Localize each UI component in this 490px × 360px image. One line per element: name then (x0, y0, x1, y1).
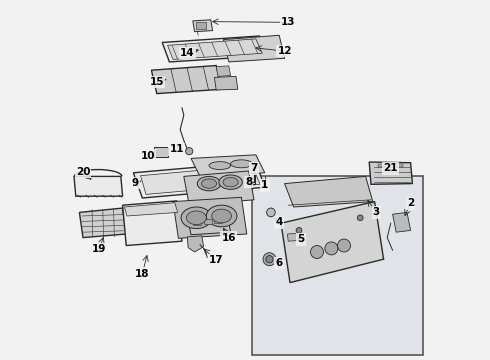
Text: 19: 19 (92, 244, 106, 254)
Polygon shape (288, 233, 298, 241)
Bar (154, 147, 168, 157)
Polygon shape (74, 176, 122, 196)
Polygon shape (392, 212, 411, 232)
Text: 11: 11 (170, 144, 184, 154)
Polygon shape (124, 203, 178, 216)
Circle shape (311, 246, 323, 258)
Text: 5: 5 (297, 234, 304, 244)
Circle shape (338, 239, 350, 252)
Text: 13: 13 (281, 17, 295, 27)
Text: 10: 10 (141, 150, 155, 161)
Text: 3: 3 (373, 207, 380, 217)
Circle shape (186, 148, 193, 155)
Polygon shape (369, 162, 413, 184)
Ellipse shape (206, 205, 237, 227)
Text: 15: 15 (149, 77, 164, 87)
Ellipse shape (231, 160, 252, 168)
Polygon shape (191, 155, 265, 176)
Polygon shape (223, 35, 285, 62)
Ellipse shape (212, 209, 231, 223)
Text: 8: 8 (245, 177, 252, 187)
Polygon shape (187, 213, 231, 235)
Polygon shape (173, 197, 247, 238)
Polygon shape (133, 162, 265, 198)
Bar (396, 164, 403, 167)
Text: 17: 17 (209, 255, 223, 265)
Bar (252, 176, 423, 355)
Polygon shape (151, 66, 221, 94)
Text: 14: 14 (180, 48, 195, 58)
Bar (196, 22, 206, 29)
Bar (378, 164, 385, 167)
Bar (215, 218, 222, 223)
Circle shape (357, 215, 363, 221)
Text: 20: 20 (76, 167, 90, 177)
Polygon shape (141, 166, 260, 194)
Text: 16: 16 (221, 233, 236, 243)
Ellipse shape (219, 175, 242, 189)
Ellipse shape (181, 207, 212, 229)
Polygon shape (184, 171, 254, 205)
Circle shape (296, 228, 302, 233)
Polygon shape (285, 176, 373, 207)
Polygon shape (168, 39, 262, 59)
Polygon shape (162, 36, 267, 62)
Ellipse shape (223, 177, 238, 187)
Bar (204, 219, 212, 224)
Text: 1: 1 (261, 180, 269, 190)
Text: 2: 2 (407, 198, 414, 208)
Circle shape (263, 253, 276, 266)
Circle shape (266, 256, 273, 263)
Bar (193, 220, 201, 225)
Ellipse shape (209, 162, 231, 170)
Polygon shape (193, 20, 213, 32)
Ellipse shape (187, 211, 206, 225)
Ellipse shape (201, 179, 217, 188)
Polygon shape (281, 202, 384, 283)
Text: 6: 6 (275, 258, 283, 268)
Bar (387, 164, 393, 167)
Text: 7: 7 (250, 163, 258, 174)
Polygon shape (187, 236, 204, 252)
Polygon shape (216, 66, 231, 76)
Circle shape (267, 208, 275, 217)
Text: 12: 12 (277, 46, 292, 56)
Text: 18: 18 (135, 269, 149, 279)
Polygon shape (215, 76, 238, 90)
Polygon shape (79, 208, 126, 238)
Text: 21: 21 (384, 163, 398, 174)
Polygon shape (122, 201, 182, 246)
Text: 4: 4 (275, 217, 283, 228)
Circle shape (325, 242, 338, 255)
Ellipse shape (197, 176, 220, 191)
Text: 9: 9 (132, 178, 139, 188)
